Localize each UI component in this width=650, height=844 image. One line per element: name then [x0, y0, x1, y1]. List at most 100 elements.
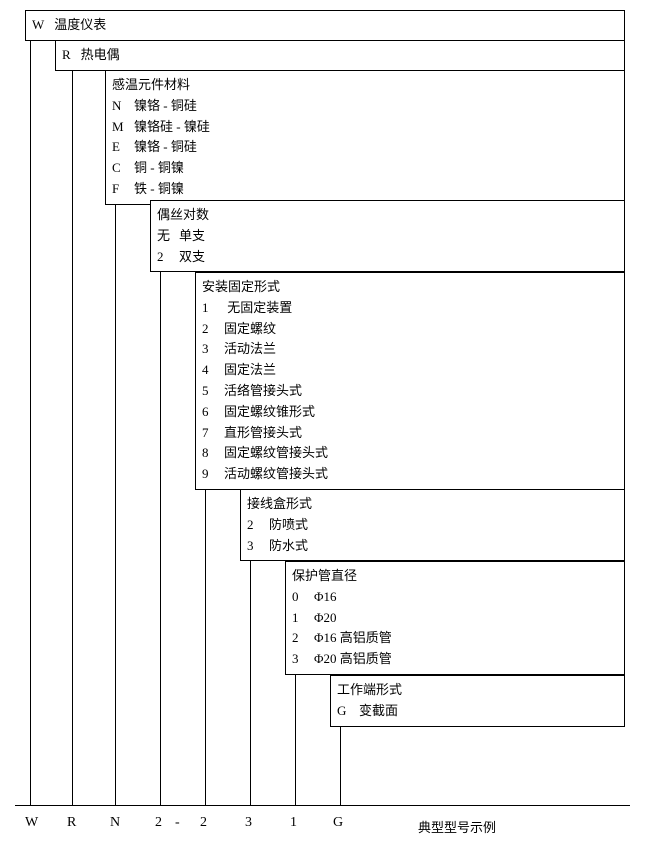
connector-vline	[115, 205, 116, 805]
spec-item: 3 防水式	[247, 536, 618, 557]
item-text: 无固定装置	[224, 300, 292, 315]
model-code-char: W	[25, 815, 38, 831]
item-text: 固定螺纹管接头式	[224, 445, 328, 460]
spec-box-box2: R 热电偶	[55, 40, 625, 71]
spec-item: N 镍铬 - 铜硅	[112, 96, 618, 117]
spec-box-box3: 感温元件材料N 镍铬 - 铜硅 M 镍铬硅 - 镍硅 E镍铬 - 铜硅C铜 - 铜镍F铁…	[105, 70, 625, 205]
item-text: 固定螺纹锥形式	[224, 404, 315, 419]
title-text: 接线盒形式	[247, 496, 312, 511]
item-text: 固定螺纹	[224, 321, 276, 336]
item-code: N	[112, 96, 128, 117]
model-code-char: -	[175, 815, 180, 831]
connector-vline	[160, 272, 161, 805]
box-title: 感温元件材料	[112, 75, 618, 96]
model-code-char: N	[110, 815, 120, 831]
spec-item: M 镍铬硅 - 镍硅	[112, 117, 618, 138]
item-code: 1	[292, 608, 308, 629]
model-code-char: 1	[290, 815, 297, 831]
spec-item: 4 固定法兰	[202, 360, 618, 381]
spec-box-box5: 安装固定形式1 无固定装置2 固定螺纹 3 活动法兰 4 固定法兰 5 活络管接头式 6 固定螺纹…	[195, 272, 625, 490]
spec-item: E镍铬 - 铜硅	[112, 137, 618, 158]
box-title: 工作端形式	[337, 680, 618, 701]
item-code: G	[337, 701, 353, 722]
item-code: 4	[202, 360, 218, 381]
item-code: 7	[202, 423, 218, 444]
title-text: 热电偶	[81, 47, 120, 62]
title-code: R	[62, 47, 71, 62]
title-text: 温度仪表	[54, 17, 106, 32]
spec-item: 1 无固定装置	[202, 298, 618, 319]
spec-item: F 铁 - 铜镍	[112, 179, 618, 200]
box-title: R 热电偶	[62, 45, 618, 66]
item-text: 变截面	[359, 703, 398, 718]
connector-vline	[205, 490, 206, 805]
spec-item: 8 固定螺纹管接头式	[202, 443, 618, 464]
title-text: 偶丝对数	[157, 207, 209, 222]
item-text: 固定法兰	[224, 362, 276, 377]
spec-box-box1: W 温度仪表	[25, 10, 625, 41]
item-code: E	[112, 137, 128, 158]
item-code: 无	[157, 226, 173, 247]
item-code: 8	[202, 443, 218, 464]
item-code: 2	[247, 515, 263, 536]
item-text: 双支	[179, 249, 205, 264]
item-text: 镍铬 - 铜硅	[134, 98, 197, 113]
model-code-char: 3	[245, 815, 252, 831]
model-code-char: 2	[155, 815, 162, 831]
spec-item: 5 活络管接头式	[202, 381, 618, 402]
item-code: 6	[202, 402, 218, 423]
box-title: 安装固定形式	[202, 277, 618, 298]
item-code: 0	[292, 587, 308, 608]
connector-vline	[295, 675, 296, 805]
item-text: 镍铬硅 - 镍硅	[134, 119, 210, 134]
spec-item: 1 Φ20	[292, 608, 618, 629]
example-caption: 典型型号示例	[418, 817, 496, 836]
item-text: 活动法兰	[224, 341, 276, 356]
baseline	[15, 805, 630, 806]
connector-vline	[340, 727, 341, 805]
spec-item: C铜 - 铜镍	[112, 158, 618, 179]
item-text: 直形管接头式	[224, 425, 302, 440]
spec-item: 9 活动螺纹管接头式	[202, 464, 618, 485]
spec-item: 7 直形管接头式	[202, 423, 618, 444]
item-code: F	[112, 179, 128, 200]
item-text: 活络管接头式	[224, 383, 302, 398]
model-code-char: G	[333, 815, 343, 831]
model-code-char: 2	[200, 815, 207, 831]
spec-item: 2 固定螺纹	[202, 319, 618, 340]
item-code: 3	[292, 649, 308, 670]
item-code: 5	[202, 381, 218, 402]
item-code: 2	[202, 319, 218, 340]
spec-box-box7: 保护管直径0 Φ16 1 Φ20 2 Φ16 高铝质管 3 Φ20 高铝质管	[285, 561, 625, 675]
item-text: 活动螺纹管接头式	[224, 466, 328, 481]
spec-item: 3 Φ20 高铝质管	[292, 649, 618, 670]
title-text: 工作端形式	[337, 682, 402, 697]
spec-item: 2 Φ16 高铝质管	[292, 628, 618, 649]
box-title: 保护管直径	[292, 566, 618, 587]
item-text: Φ16 高铝质管	[314, 630, 392, 645]
item-code: 2	[292, 628, 308, 649]
connector-vline	[72, 71, 73, 805]
spec-item: 无单支	[157, 226, 618, 247]
item-text: Φ20 高铝质管	[314, 651, 392, 666]
box-title: 偶丝对数	[157, 205, 618, 226]
model-code-char: R	[67, 815, 76, 831]
spec-item: 2 防喷式	[247, 515, 618, 536]
item-text: Φ16	[314, 589, 337, 604]
item-text: Φ20	[314, 610, 337, 625]
item-text: 铁 - 铜镍	[134, 181, 184, 196]
item-code: 3	[202, 339, 218, 360]
item-code: M	[112, 117, 128, 138]
box-title: W 温度仪表	[32, 15, 618, 36]
connector-vline	[30, 41, 31, 805]
item-code: 9	[202, 464, 218, 485]
item-code: 2	[157, 247, 173, 268]
item-text: 防喷式	[269, 517, 308, 532]
item-code: 3	[247, 536, 263, 557]
spec-item: 6 固定螺纹锥形式	[202, 402, 618, 423]
item-text: 防水式	[269, 538, 308, 553]
item-code: C	[112, 158, 128, 179]
title-code: W	[32, 17, 44, 32]
spec-box-box4: 偶丝对数无单支2 双支	[150, 200, 625, 272]
box-title: 接线盒形式	[247, 494, 618, 515]
